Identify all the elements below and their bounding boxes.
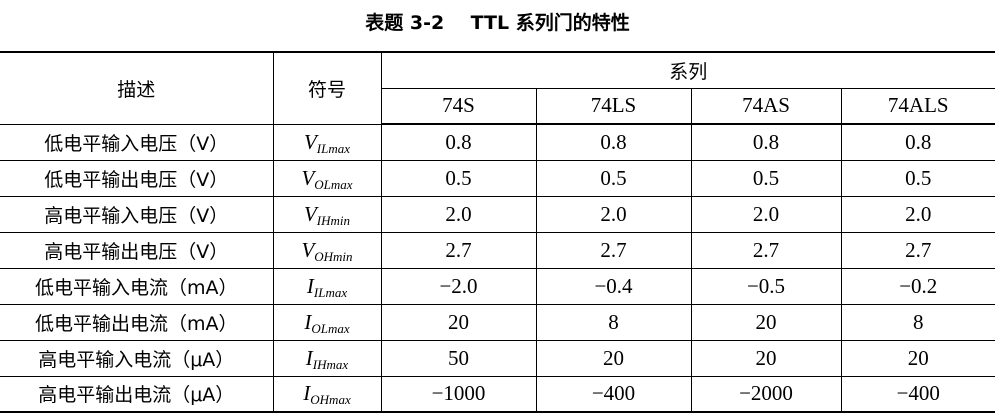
table-row: 低电平输入电压（V） VILmax 0.8 0.8 0.8 0.8 <box>0 124 995 161</box>
header-family-74als: 74ALS <box>840 88 995 125</box>
row-description: 低电平输出电压（V） <box>0 160 273 197</box>
row-symbol: IILmax <box>272 268 381 305</box>
ttl-characteristics-table: 描述 符号 系列 74S 74LS 74AS 74ALS 低电平输入电压（V） … <box>0 51 995 413</box>
cell-74ls: 2.7 <box>535 232 691 269</box>
cell-74als: 2.0 <box>840 196 995 233</box>
cell-74ls: 20 <box>535 340 691 377</box>
row-symbol: VIHmin <box>272 196 381 233</box>
row-description: 高电平输出电流（μA） <box>0 376 273 413</box>
cell-74as: 20 <box>690 340 841 377</box>
cell-74ls: −0.4 <box>535 268 691 305</box>
cell-74als: 2.7 <box>840 232 995 269</box>
cell-74s: −1000 <box>380 376 536 413</box>
row-description: 低电平输入电流（mA） <box>0 268 273 305</box>
row-symbol: IOHmax <box>272 376 381 413</box>
row-symbol: IOLmax <box>272 304 381 341</box>
cell-74als: 0.5 <box>840 160 995 197</box>
row-description: 高电平输入电流（μA） <box>0 340 273 377</box>
row-description: 高电平输出电压（V） <box>0 232 273 269</box>
header-family-74as: 74AS <box>690 88 841 125</box>
cell-74s: −2.0 <box>380 268 536 305</box>
cell-74als: 8 <box>840 304 995 341</box>
table-row: 高电平输入电流（μA） IIHmax 50 20 20 20 <box>0 340 995 377</box>
row-symbol: VILmax <box>272 124 381 161</box>
cell-74ls: 8 <box>535 304 691 341</box>
cell-74as: 0.5 <box>690 160 841 197</box>
cell-74as: 2.0 <box>690 196 841 233</box>
cell-74ls: 2.0 <box>535 196 691 233</box>
table-row: 高电平输出电压（V） VOHmin 2.7 2.7 2.7 2.7 <box>0 232 995 269</box>
cell-74ls: −400 <box>535 376 691 413</box>
table-row: 低电平输出电流（mA） IOLmax 20 8 20 8 <box>0 304 995 341</box>
header-family-74s: 74S <box>380 88 536 125</box>
row-description: 低电平输入电压（V） <box>0 124 273 161</box>
cell-74as: −0.5 <box>690 268 841 305</box>
cell-74s: 2.7 <box>380 232 536 269</box>
header-description: 描述 <box>0 51 273 125</box>
table-row: 低电平输出电压（V） VOLmax 0.5 0.5 0.5 0.5 <box>0 160 995 197</box>
table-row: 低电平输入电流（mA） IILmax −2.0 −0.4 −0.5 −0.2 <box>0 268 995 305</box>
table-row: 高电平输入电压（V） VIHmin 2.0 2.0 2.0 2.0 <box>0 196 995 233</box>
header-family-74ls: 74LS <box>535 88 691 125</box>
cell-74ls: 0.5 <box>535 160 691 197</box>
row-symbol: VOHmin <box>272 232 381 269</box>
row-symbol: VOLmax <box>272 160 381 197</box>
table-row: 高电平输出电流（μA） IOHmax −1000 −400 −2000 −400 <box>0 376 995 413</box>
header-series: 系列 <box>380 51 995 89</box>
cell-74as: 0.8 <box>690 124 841 161</box>
cell-74s: 20 <box>380 304 536 341</box>
cell-74s: 0.5 <box>380 160 536 197</box>
cell-74als: 0.8 <box>840 124 995 161</box>
cell-74als: 20 <box>840 340 995 377</box>
cell-74s: 0.8 <box>380 124 536 161</box>
row-description: 高电平输入电压（V） <box>0 196 273 233</box>
cell-74s: 50 <box>380 340 536 377</box>
cell-74als: −0.2 <box>840 268 995 305</box>
cell-74as: 2.7 <box>690 232 841 269</box>
cell-74als: −400 <box>840 376 995 413</box>
row-description: 低电平输出电流（mA） <box>0 304 273 341</box>
cell-74ls: 0.8 <box>535 124 691 161</box>
cell-74as: 20 <box>690 304 841 341</box>
cell-74as: −2000 <box>690 376 841 413</box>
cell-74s: 2.0 <box>380 196 536 233</box>
header-symbol: 符号 <box>272 51 381 125</box>
table-body: 低电平输入电压（V） VILmax 0.8 0.8 0.8 0.8 低电平输出电… <box>0 124 995 413</box>
table-caption: 表题 3-2 TTL 系列门的特性 <box>365 12 630 34</box>
row-symbol: IIHmax <box>272 340 381 377</box>
